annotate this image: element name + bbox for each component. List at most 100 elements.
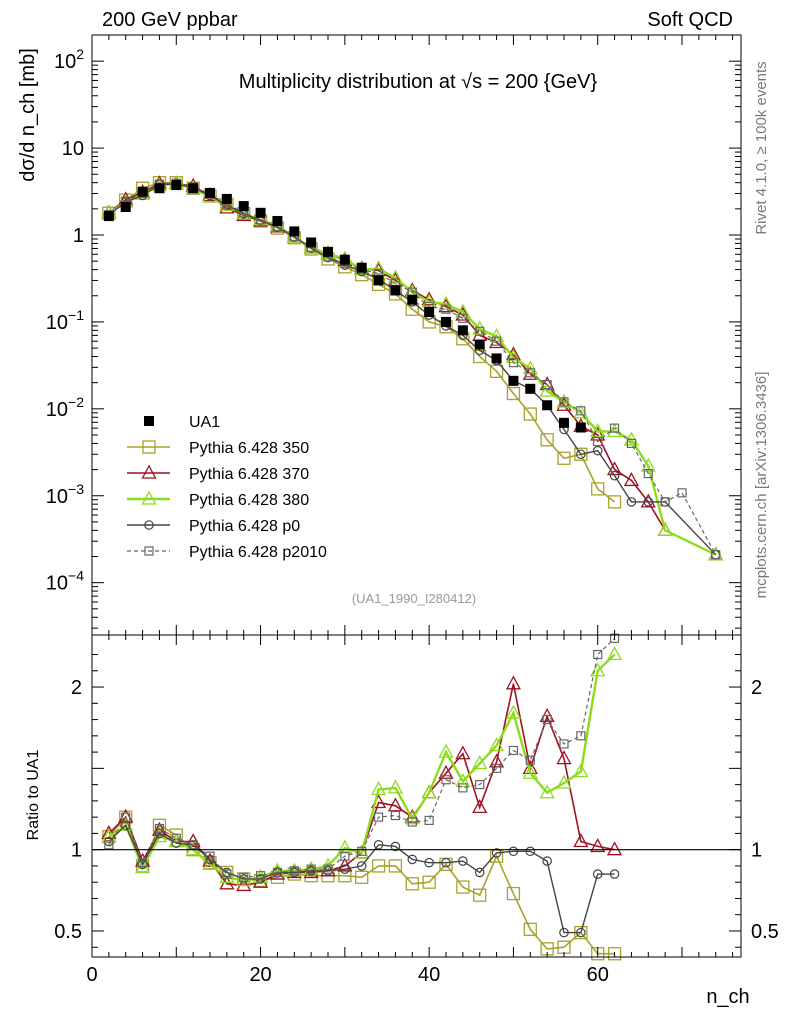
ratio-point-p0 [491,848,502,858]
ratio-point-p380 [219,868,235,883]
ratio-point-p380 [337,839,353,854]
main-point-p380 [438,295,454,310]
main-y-axis-label: dσ/d n_ch [mb] [17,48,39,182]
ratio-point-p0 [474,867,485,878]
ratio-point-p0 [576,927,586,938]
ratio-point-p2010 [188,840,198,850]
legend-label-p350: Pythia 6.428 350 [189,440,309,457]
main-point-ua1 [559,417,569,428]
x-axis-label: n_ch [706,986,749,1008]
main-point-ua1 [339,254,350,265]
ratio-point-p2010 [272,867,283,878]
ratio-point-p380 [421,784,437,799]
main-point-p350 [607,495,622,509]
ratio-point-p380 [370,781,387,796]
ratio-point-p2010 [306,864,316,874]
ratio-point-p380 [590,662,606,677]
ratio-point-p0 [373,839,384,850]
ratio-point-p2010 [121,812,131,822]
ratio-point-p370 [236,877,252,892]
legend-label-p2010: Pythia 6.428 p2010 [189,544,327,561]
legend-item-p370: Pythia 6.428 370 [127,464,309,483]
ratio-point-p370 [488,753,505,768]
ratio-point-p350 [523,922,537,937]
main-point-ua1 [525,383,536,394]
ratio-point-p370 [505,675,522,690]
ratio-point-p2010 [542,714,552,725]
ratio-point-p2010 [441,775,451,785]
ratio-y-tick-label: 1 [71,840,82,862]
ratio-point-p350 [456,880,470,894]
ratio-point-p380 [101,828,117,843]
main-point-p380 [657,521,673,536]
main-y-tick-label: 10−3 [46,481,84,508]
side-label-mcplots: mcplots.cern.ch [arXiv:1306.3436] [753,372,770,599]
main-point-p2010 [711,550,721,560]
x-tick-label: 0 [86,964,97,986]
ratio-point-p380 [573,763,589,778]
main-point-ua1 [205,187,215,198]
ratio-point-p2010 [222,869,232,879]
main-point-p350 [506,386,521,401]
ratio-point-p370 [387,797,404,812]
legend: UA1 Pythia 6.428 350 Pythia 6.428 370 Pythi… [127,414,327,561]
legend-marker-p350 [142,440,156,454]
main-y-tick-label: 10−4 [46,568,84,595]
main-y-tick-label: 1 [73,225,84,247]
main-point-ua1 [221,193,232,204]
main-point-ua1 [575,422,586,433]
legend-label-p370: Pythia 6.428 370 [189,466,309,483]
ratio-point-p2010 [475,780,485,790]
ratio-point-p350 [355,870,369,884]
main-point-p0 [609,470,620,481]
legend-item-p350: Pythia 6.428 350 [127,440,309,457]
main-point-ua1 [238,201,249,212]
legend-marker-p0 [144,520,154,530]
side-label-rivet: Rivet 4.1.0, ≥ 100k events [753,61,770,234]
main-point-ua1 [103,211,114,222]
main-point-ua1 [188,183,199,194]
x-tick-label: 20 [249,964,271,986]
ratio-series-p2010 [104,633,620,882]
ratio-y-tick-label-right: 2 [751,677,762,699]
main-point-p2010 [660,497,670,507]
main-point-p370 [623,472,640,487]
ratio-point-p380 [488,737,505,752]
ratio-y-tick-label: 2 [71,677,82,699]
ratio-point-p2010 [390,810,401,821]
main-point-p380 [219,196,235,211]
main-point-ua1 [491,353,502,364]
legend-marker-p370 [141,464,157,479]
ratio-point-p0 [542,856,552,866]
main-point-ua1 [407,294,418,305]
main-series-p350 [102,176,622,509]
ratio-point-p2010 [137,858,148,868]
main-point-ua1 [424,307,435,318]
ratio-series-p350 [102,810,622,961]
main-point-p2010 [609,423,620,433]
legend-label-p0: Pythia 6.428 p0 [189,518,300,535]
legend-marker-p2010 [144,546,154,556]
main-point-ua1 [289,226,300,237]
ratio-line-p2010 [108,637,616,878]
ratio-point-p350 [388,859,403,873]
main-point-p380 [370,260,387,275]
ratio-point-p380 [556,774,572,789]
ratio-point-p380 [472,755,488,770]
ratio-point-p380 [539,784,555,799]
ratio-point-p370 [455,745,471,760]
ratio-point-p0 [525,846,536,857]
ratio-series-layer [101,633,623,961]
ratio-point-p380 [202,855,218,870]
ratio-point-p350 [405,877,419,891]
legend-marker-p380 [141,490,157,505]
main-line-p350 [108,181,616,503]
ratio-point-p350 [473,888,487,902]
legend-marker-ua1 [144,416,154,426]
main-point-p2010 [643,468,653,479]
ratio-y-tick-label: 0.5 [54,921,82,943]
main-point-p350 [523,407,537,421]
main-point-p0 [643,497,654,507]
ratio-point-p0 [340,864,350,874]
